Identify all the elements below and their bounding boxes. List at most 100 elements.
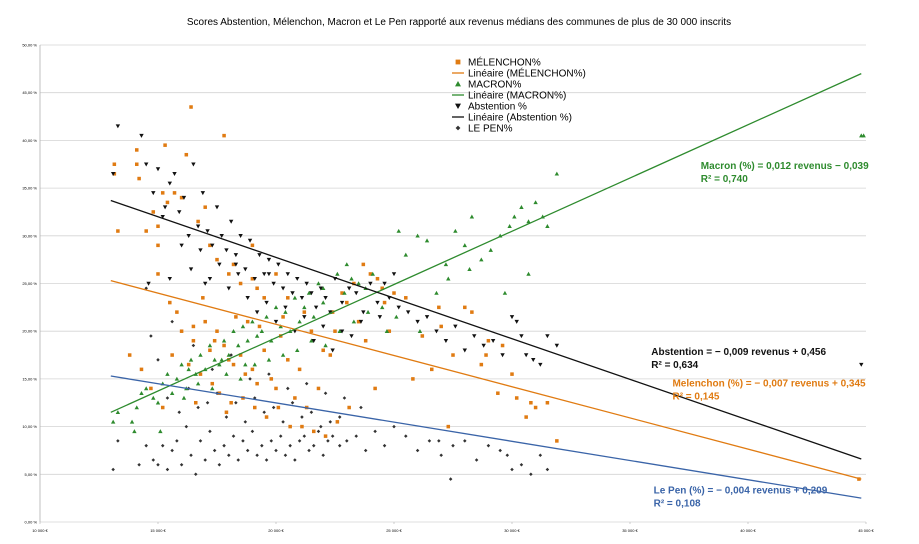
y-tick-label: 25,00 % <box>22 281 37 286</box>
data-point <box>340 291 344 295</box>
y-tick-label: 45,00 % <box>22 90 37 95</box>
data-point <box>137 463 141 467</box>
data-point <box>203 205 207 209</box>
data-point <box>221 338 227 343</box>
data-point <box>349 334 354 339</box>
data-point <box>316 386 321 391</box>
data-point <box>266 357 272 362</box>
legend-label: LE PEN% <box>468 124 513 135</box>
data-point <box>302 305 307 310</box>
data-point <box>363 448 368 453</box>
data-point <box>448 477 453 481</box>
data-point <box>245 296 250 301</box>
data-point <box>205 229 210 234</box>
y-tick-label: 50,00 % <box>22 43 37 48</box>
data-point <box>184 152 189 157</box>
data-point <box>165 467 170 472</box>
data-point <box>240 324 246 329</box>
data-point <box>257 253 262 258</box>
legend: MÉLENCHON%Linéaire (MÉLENCHON%)MACRON%Li… <box>452 56 586 135</box>
data-point <box>337 329 342 333</box>
data-point <box>224 415 229 419</box>
data-point <box>194 472 198 477</box>
data-point <box>165 200 170 205</box>
data-point <box>451 353 455 357</box>
data-point <box>363 338 368 343</box>
data-point <box>252 362 257 367</box>
data-point <box>281 420 285 424</box>
data-point <box>234 400 238 405</box>
y-tick-label: 40,00 % <box>22 138 37 143</box>
data-point <box>463 305 467 310</box>
data-point <box>227 272 231 276</box>
data-point <box>243 372 248 376</box>
data-point <box>250 367 255 372</box>
data-point <box>170 319 174 324</box>
data-point <box>439 453 443 457</box>
data-point <box>198 248 203 253</box>
y-tick-label: 35,00 % <box>22 186 37 191</box>
x-tick-label: 35 000 € <box>622 528 638 533</box>
data-point <box>507 224 512 229</box>
data-point <box>179 243 184 248</box>
data-point <box>342 290 347 295</box>
x-tick-label: 20 000 € <box>268 528 284 533</box>
data-point <box>394 314 399 319</box>
data-point <box>224 371 229 376</box>
data-point <box>859 362 864 367</box>
data-point <box>111 467 115 472</box>
data-point <box>439 324 443 329</box>
data-point <box>127 353 132 357</box>
data-point <box>238 281 243 286</box>
data-point <box>323 391 328 395</box>
data-point <box>510 467 514 472</box>
data-point <box>144 162 149 167</box>
data-point <box>243 362 248 367</box>
data-point <box>250 276 255 281</box>
data-point <box>184 424 189 429</box>
data-point <box>165 371 170 376</box>
data-point <box>321 453 325 457</box>
data-point <box>427 439 432 443</box>
data-point <box>545 400 550 405</box>
data-point <box>311 314 316 319</box>
data-point <box>181 395 187 400</box>
data-point <box>110 419 116 424</box>
data-point <box>524 415 528 419</box>
data-point <box>533 200 538 205</box>
data-point <box>299 296 305 301</box>
data-point <box>328 310 333 315</box>
data-point <box>156 463 160 467</box>
data-point <box>231 329 236 333</box>
data-point <box>162 205 168 210</box>
legend-label: Linéaire (MACRON%) <box>468 91 566 102</box>
data-point <box>115 124 121 129</box>
data-point <box>297 367 302 372</box>
data-point <box>203 458 207 462</box>
data-point <box>554 171 560 176</box>
data-point <box>181 195 187 200</box>
data-point <box>300 415 304 419</box>
data-point <box>146 281 151 286</box>
legend-marker <box>455 81 461 87</box>
data-point <box>217 362 222 367</box>
data-point <box>538 362 543 367</box>
data-point <box>139 391 144 395</box>
data-point <box>269 377 274 381</box>
data-point <box>245 319 250 324</box>
data-point <box>226 286 231 291</box>
data-point <box>351 319 357 324</box>
data-point <box>229 400 233 405</box>
data-point <box>167 276 172 281</box>
data-point <box>293 458 297 462</box>
data-point <box>323 343 328 348</box>
data-point <box>312 429 316 434</box>
data-point <box>215 257 219 262</box>
data-point <box>292 329 298 334</box>
data-point <box>222 443 226 448</box>
data-point <box>311 338 316 343</box>
data-point <box>212 338 217 343</box>
data-point <box>207 276 213 281</box>
data-point <box>179 362 184 367</box>
